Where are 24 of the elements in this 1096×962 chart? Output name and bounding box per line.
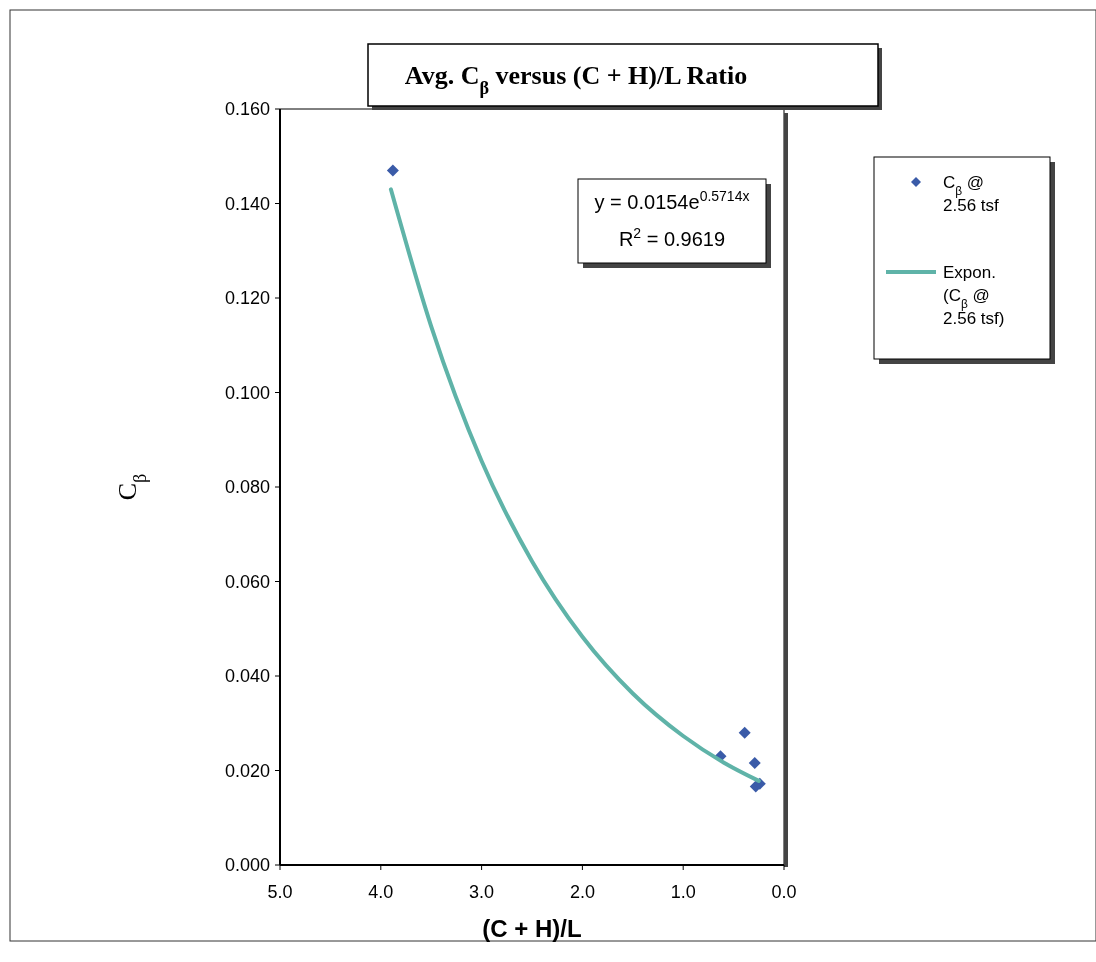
- x-tick-label: 5.0: [267, 882, 293, 902]
- x-tick-label: 1.0: [670, 882, 696, 902]
- x-axis-title: (C + H)/L: [482, 915, 582, 942]
- legend-label: C$_{β}$ @ 2.56 tsf: [943, 173, 1000, 215]
- annotation: R$^{2}$ = 0.9619: [618, 225, 726, 250]
- y-tick-label: 0.060: [224, 571, 270, 592]
- point: [386, 164, 399, 177]
- y-tick-label: 0.000: [224, 855, 270, 876]
- y-tick-label: 0.080: [224, 477, 270, 498]
- legend-label: Expon. (C$_{β}$ @ 2.56 tsf): [943, 263, 1005, 328]
- y-tick-label: 0.160: [224, 99, 270, 120]
- y-tick-label: 0.120: [224, 288, 270, 309]
- x-tick-label: 0.0: [771, 882, 797, 902]
- y-tick-label: 0.100: [224, 382, 270, 403]
- chart-title: Avg. C$_{β}$ versus (C + H)/L Ratio: [404, 61, 748, 98]
- x-tick-label: 2.0: [569, 882, 595, 902]
- y-tick-label: 0.040: [224, 666, 270, 687]
- point: [748, 756, 761, 769]
- x-tick-label: 4.0: [368, 882, 394, 902]
- point: [738, 726, 751, 739]
- y-tick-label: 0.020: [224, 760, 270, 781]
- y-tick-label: 0.140: [224, 193, 270, 214]
- x-tick-label: 3.0: [469, 882, 495, 902]
- annotation: y = 0.0154e$^{0.5714x}$: [594, 188, 750, 213]
